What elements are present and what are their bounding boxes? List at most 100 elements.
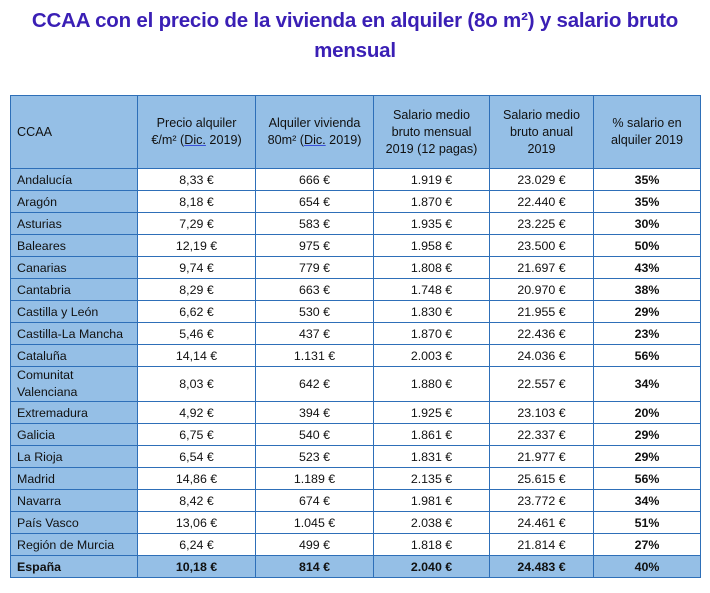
alquiler-80-cell: 642 € [255,366,374,402]
pct-cell: 29% [593,300,701,323]
header-alquiler-80: Alquiler vivienda 80m² (Dic. 2019) [255,95,374,169]
salario-anual-cell: 20.970 € [489,278,594,301]
ccaa-cell: Andalucía [10,168,138,191]
ccaa-cell: Comunitat Valenciana [10,366,138,402]
alquiler-80-cell: 530 € [255,300,374,323]
salario-anual-cell: 21.814 € [489,533,594,556]
header-ccaa: CCAA [10,95,138,169]
pct-cell: 38% [593,278,701,301]
pct-cell: 40% [593,555,701,578]
alquiler-80-cell: 654 € [255,190,374,213]
ccaa-cell: Aragón [10,190,138,213]
precio-m2-cell: 12,19 € [137,234,256,257]
salario-mensual-cell: 2.003 € [373,344,490,367]
alquiler-80-cell: 437 € [255,322,374,345]
table-row: Navarra 8,42 € 674 € 1.981 € 23.772 € 34… [10,489,701,512]
ccaa-cell: Canarias [10,256,138,279]
alquiler-80-cell: 666 € [255,168,374,191]
ccaa-cell: Región de Murcia [10,533,138,556]
salario-mensual-cell: 1.861 € [373,423,490,446]
pct-cell: 34% [593,489,701,512]
ccaa-cell: La Rioja [10,445,138,468]
table-row: Castilla-La Mancha 5,46 € 437 € 1.870 € … [10,322,701,345]
precio-m2-cell: 8,42 € [137,489,256,512]
pct-cell: 56% [593,467,701,490]
precio-m2-cell: 8,33 € [137,168,256,191]
pct-cell: 35% [593,190,701,213]
precio-m2-cell: 14,14 € [137,344,256,367]
precio-m2-cell: 13,06 € [137,511,256,534]
ccaa-cell: Cantabria [10,278,138,301]
salario-anual-cell: 23.029 € [489,168,594,191]
precio-m2-cell: 6,62 € [137,300,256,323]
rent-salary-table: CCAA Precio alquiler €/m² (Dic. 2019) Al… [10,95,701,578]
alquiler-80-cell: 583 € [255,212,374,235]
alquiler-80-cell: 814 € [255,555,374,578]
pct-cell: 50% [593,234,701,257]
salario-anual-cell: 23.772 € [489,489,594,512]
precio-m2-cell: 8,18 € [137,190,256,213]
table-row: Canarias 9,74 € 779 € 1.808 € 21.697 € 4… [10,256,701,279]
table-row: Baleares 12,19 € 975 € 1.958 € 23.500 € … [10,234,701,257]
salario-mensual-cell: 1.981 € [373,489,490,512]
precio-m2-cell: 5,46 € [137,322,256,345]
precio-m2-cell: 9,74 € [137,256,256,279]
ccaa-cell: España [10,555,138,578]
precio-m2-cell: 8,29 € [137,278,256,301]
table-row: País Vasco 13,06 € 1.045 € 2.038 € 24.46… [10,511,701,534]
salario-anual-cell: 24.036 € [489,344,594,367]
precio-m2-cell: 14,86 € [137,467,256,490]
salario-mensual-cell: 1.870 € [373,190,490,213]
alquiler-80-cell: 540 € [255,423,374,446]
pct-cell: 23% [593,322,701,345]
salario-anual-cell: 21.697 € [489,256,594,279]
dic-link[interactable]: Dic. [303,133,326,147]
header-pct-salario: % salario en alquiler 2019 [593,95,701,169]
table-row: Extremadura 4,92 € 394 € 1.925 € 23.103 … [10,401,701,424]
alquiler-80-cell: 663 € [255,278,374,301]
header-salario-anual: Salario medio bruto anual 2019 [489,95,594,169]
header-precio-m2: Precio alquiler €/m² (Dic. 2019) [137,95,256,169]
alquiler-80-cell: 523 € [255,445,374,468]
table-row: Galicia 6,75 € 540 € 1.861 € 22.337 € 29… [10,423,701,446]
alquiler-80-cell: 1.131 € [255,344,374,367]
ccaa-cell: Asturias [10,212,138,235]
alquiler-80-cell: 394 € [255,401,374,424]
pct-cell: 30% [593,212,701,235]
precio-m2-cell: 7,29 € [137,212,256,235]
salario-anual-cell: 23.103 € [489,401,594,424]
table-row: Cataluña 14,14 € 1.131 € 2.003 € 24.036 … [10,344,701,367]
pct-cell: 27% [593,533,701,556]
ccaa-cell: Extremadura [10,401,138,424]
precio-m2-cell: 6,54 € [137,445,256,468]
salario-mensual-cell: 1.935 € [373,212,490,235]
ccaa-cell: Castilla-La Mancha [10,322,138,345]
salario-anual-cell: 22.440 € [489,190,594,213]
pct-cell: 29% [593,423,701,446]
table-row: Región de Murcia 6,24 € 499 € 1.818 € 21… [10,533,701,556]
dic-link[interactable]: Dic. [184,133,206,147]
salario-mensual-cell: 2.040 € [373,555,490,578]
salario-mensual-cell: 1.831 € [373,445,490,468]
alquiler-80-cell: 499 € [255,533,374,556]
salario-mensual-cell: 1.919 € [373,168,490,191]
table-row: Aragón 8,18 € 654 € 1.870 € 22.440 € 35% [10,190,701,213]
pct-cell: 51% [593,511,701,534]
salario-mensual-cell: 1.925 € [373,401,490,424]
ccaa-cell: Cataluña [10,344,138,367]
alquiler-80-cell: 1.045 € [255,511,374,534]
salario-anual-cell: 24.461 € [489,511,594,534]
alquiler-80-cell: 779 € [255,256,374,279]
salario-anual-cell: 24.483 € [489,555,594,578]
alquiler-80-cell: 674 € [255,489,374,512]
table-row: Cantabria 8,29 € 663 € 1.748 € 20.970 € … [10,278,701,301]
precio-m2-cell: 6,24 € [137,533,256,556]
table-row: Andalucía 8,33 € 666 € 1.919 € 23.029 € … [10,168,701,191]
pct-cell: 56% [593,344,701,367]
salario-anual-cell: 23.225 € [489,212,594,235]
precio-m2-cell: 4,92 € [137,401,256,424]
salario-mensual-cell: 1.830 € [373,300,490,323]
salario-anual-cell: 21.977 € [489,445,594,468]
header-salario-mensual: Salario medio bruto mensual 2019 (12 pag… [373,95,490,169]
salario-mensual-cell: 1.818 € [373,533,490,556]
